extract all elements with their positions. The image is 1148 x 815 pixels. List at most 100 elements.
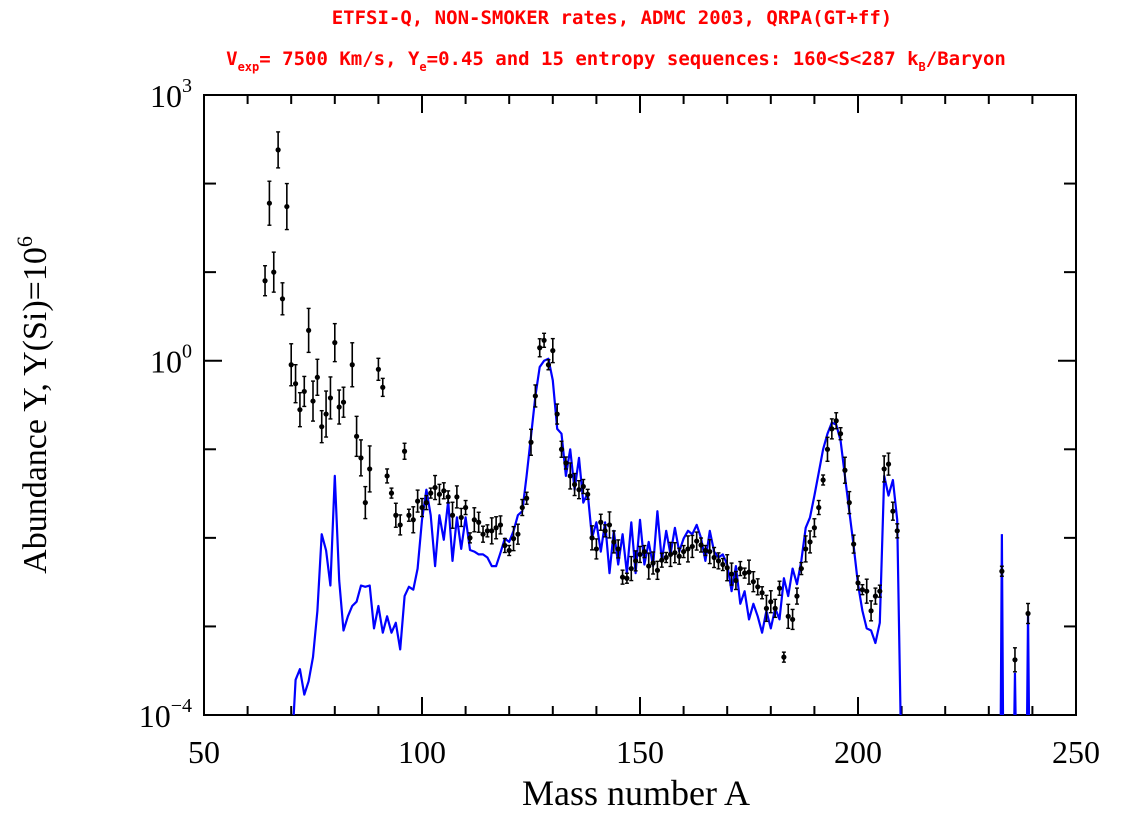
data-point: [449, 512, 456, 518]
data-point: [484, 528, 490, 534]
data-point: [698, 542, 704, 548]
data-point: [537, 345, 543, 351]
data-point: [397, 522, 403, 528]
data-point: [458, 514, 464, 521]
data-point: [406, 512, 412, 518]
data-point: [755, 584, 761, 590]
x-tick-label: 100: [398, 734, 446, 770]
data-point: [336, 404, 342, 410]
data-point: [999, 568, 1005, 574]
data-point: [820, 477, 826, 483]
data-point: [790, 616, 796, 623]
data-point: [868, 608, 874, 614]
y-axis-label-main: Abundance Y, Y(Si)=10: [17, 247, 54, 574]
data-point: [715, 558, 722, 564]
data-point: [637, 551, 643, 558]
data-point: [855, 580, 861, 586]
data-point: [750, 579, 756, 585]
data-point: [606, 522, 613, 528]
data-point: [803, 546, 809, 552]
data-point: [890, 508, 896, 514]
data-point: [864, 588, 870, 594]
x-axis-label: Mass number A: [522, 773, 750, 813]
data-point: [327, 395, 334, 401]
x-tick-label: 200: [834, 734, 882, 770]
x-tick-label: 150: [616, 734, 664, 770]
data-point: [419, 504, 425, 511]
data-point: [885, 461, 892, 467]
data-point: [859, 587, 865, 593]
data-point: [763, 605, 770, 611]
data-point: [415, 498, 421, 504]
data-point: [816, 504, 822, 511]
data-point: [676, 553, 682, 559]
data-point: [401, 448, 408, 454]
x-tick-label: 250: [1052, 734, 1100, 770]
data-point: [833, 418, 839, 424]
axis-ticks: [203, 94, 1077, 716]
y-tick-base: 10: [150, 344, 182, 380]
data-point: [837, 431, 844, 437]
data-point: [681, 548, 687, 555]
subtitle-velocity-text: = 7500 Km/s, Y: [259, 48, 420, 70]
data-point: [611, 539, 617, 545]
data-point: [737, 565, 743, 572]
y-axis-label-exponent: 6: [12, 236, 37, 247]
data-point: [772, 605, 778, 611]
data-point: [711, 554, 717, 561]
subtitle-entropy-text: =0.45 and 15 entropy sequences: 160<S<28…: [427, 48, 919, 70]
data-point: [641, 548, 647, 555]
data-point: [567, 473, 573, 479]
data-point: [720, 561, 726, 568]
data-point: [654, 567, 661, 573]
data-point: [872, 593, 879, 599]
data-point: [550, 348, 556, 354]
data-point: [393, 512, 399, 518]
data-point: [497, 522, 504, 528]
data-point: [410, 517, 416, 523]
chart-subtitle: Vexp= 7500 Km/s, Ye=0.45 and 15 entropy …: [226, 48, 1006, 74]
data-point: [824, 446, 831, 452]
data-point: [528, 439, 534, 445]
data-point: [310, 398, 316, 404]
y-tick-label: 100: [150, 341, 192, 380]
data-point: [340, 399, 347, 405]
data-point: [580, 483, 586, 490]
data-point: [349, 362, 355, 368]
data-point: [380, 384, 386, 390]
data-point: [375, 366, 381, 372]
data-point: [554, 411, 560, 417]
data-point: [650, 560, 656, 566]
subtitle-baryon-text: /Baryon: [926, 48, 1006, 70]
data-point: [1025, 610, 1031, 617]
data-point: [807, 539, 813, 545]
data-point: [388, 490, 395, 496]
model-spike: [1013, 672, 1017, 715]
data-point: [633, 558, 639, 564]
data-point: [463, 504, 469, 511]
data-point: [785, 613, 791, 619]
data-point: [445, 494, 451, 500]
data-point: [733, 577, 739, 584]
data-point: [545, 362, 552, 368]
data-point: [694, 538, 700, 544]
model-spike: [999, 534, 1005, 715]
data-point: [493, 525, 499, 531]
data-point: [598, 519, 604, 525]
data-point: [275, 147, 281, 153]
data-point: [519, 504, 525, 511]
data-point: [510, 536, 517, 542]
data-point: [851, 541, 857, 547]
data-point: [441, 488, 447, 494]
data-point: [667, 551, 674, 558]
data-point: [702, 547, 709, 554]
data-point: [846, 500, 852, 506]
data-point: [811, 525, 818, 531]
data-point: [689, 543, 695, 550]
data-point: [476, 519, 482, 525]
data-point: [306, 327, 312, 333]
data-point: [663, 554, 669, 561]
data-point: [297, 407, 303, 413]
